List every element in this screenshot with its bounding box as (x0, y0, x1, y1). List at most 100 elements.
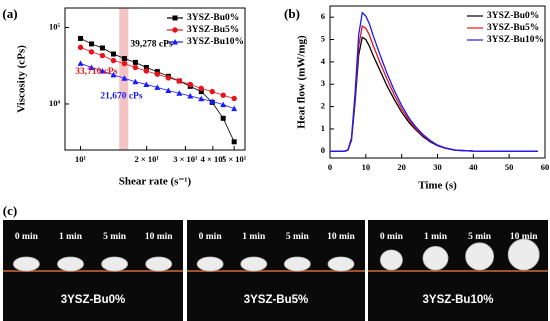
time-label: 1 min (424, 232, 448, 242)
legend-label: 3YSZ-Bu0% (487, 11, 539, 21)
marker (99, 52, 106, 59)
marker (198, 89, 204, 95)
marker (121, 75, 128, 81)
marker (220, 92, 226, 98)
time-label: 0 min (380, 232, 404, 242)
x-axis-label: Shear rate (s⁻¹) (119, 176, 192, 188)
marker (209, 98, 216, 104)
marker (121, 56, 127, 62)
legend-label: 3YSZ-Bu5% (187, 25, 239, 35)
marker (143, 64, 149, 70)
annotation: 39,278 cPs (130, 40, 173, 50)
time-label: 0 min (199, 232, 223, 242)
group-label: 3YSZ-Bu5% (244, 294, 309, 306)
y-axis-label: Viscosity (cPs) (16, 45, 28, 113)
legend-label: 3YSZ-Bu10% (187, 37, 244, 47)
x-axis-label: Time (s) (418, 180, 457, 192)
legend-label: 3YSZ-Bu0% (187, 13, 239, 23)
plot-frame (64, 7, 246, 151)
marker (132, 78, 139, 85)
time-label: 10 min (510, 232, 538, 242)
time-label: 10 min (327, 232, 355, 242)
marker (110, 57, 117, 64)
legend-label: 3YSZ-Bu10% (487, 35, 544, 45)
marker (209, 88, 215, 95)
marker (220, 115, 226, 121)
marker (220, 101, 227, 108)
series-line (330, 36, 538, 152)
series-line (330, 11, 538, 152)
marker (172, 39, 178, 45)
sample-blob (57, 256, 84, 272)
sample-blob (196, 256, 224, 272)
marker (143, 68, 150, 74)
time-label: 5 min (468, 232, 492, 242)
y-tick-label: 1 (321, 123, 325, 133)
y-tick-label: 10⁵ (49, 21, 61, 31)
marker (88, 64, 95, 70)
annotation: 21,670 cPs (100, 91, 143, 101)
marker (77, 44, 84, 51)
sample-blob (379, 249, 403, 271)
marker (77, 60, 84, 66)
marker (231, 139, 237, 145)
x-tick-label: 3 × 10¹ (173, 154, 198, 164)
annotation: 33,710 cPs (75, 67, 118, 77)
time-label: 5 min (286, 232, 310, 242)
y-tick-label: 5 (321, 33, 325, 43)
sample-blob (465, 242, 495, 271)
marker (99, 67, 106, 74)
panel-label: (c) (3, 203, 17, 218)
sample-blob (145, 256, 173, 272)
y-tick-label: 0 (321, 145, 325, 155)
y-tick-label: 10⁴ (49, 98, 61, 108)
sample-blob (507, 238, 540, 271)
sample-blob (240, 256, 268, 272)
x-tick-label: 20 (397, 162, 406, 172)
x-tick-label: 5 × 10¹ (222, 154, 247, 164)
marker (165, 75, 172, 81)
time-label: 1 min (242, 232, 266, 242)
x-tick-label: 4 × 10¹ (201, 154, 226, 164)
x-tick-label: 2 × 10¹ (134, 154, 159, 164)
marker (110, 51, 116, 57)
marker (172, 27, 178, 33)
y-axis-label: Heat flow (mW/mg) (296, 35, 308, 129)
sample-blob (327, 256, 355, 272)
marker (132, 59, 138, 65)
x-tick-label: 40 (469, 162, 478, 172)
marker (78, 35, 84, 41)
marker (176, 90, 183, 96)
panel-label: (b) (284, 6, 300, 21)
time-label: 5 min (103, 232, 127, 242)
marker (187, 81, 193, 88)
marker (187, 93, 194, 99)
x-tick-label: 50 (505, 162, 514, 172)
marker (154, 84, 161, 90)
time-label: 1 min (59, 232, 83, 242)
marker (176, 78, 182, 84)
marker (89, 41, 95, 47)
marker (88, 49, 95, 55)
y-tick-label: 2 (321, 101, 325, 111)
marker (165, 87, 172, 94)
marker (198, 85, 204, 92)
marker (231, 95, 237, 102)
marker (172, 15, 178, 21)
marker (198, 95, 205, 102)
legend-label: 3YSZ-Bu5% (487, 23, 539, 33)
marker (99, 45, 105, 51)
marker (121, 60, 128, 67)
time-label: 0 min (15, 232, 39, 242)
y-tick-label: 6 (321, 11, 325, 21)
sample-blob (101, 256, 128, 272)
marker (154, 71, 161, 77)
time-label: 10 min (145, 232, 173, 242)
x-tick-label: 10 (362, 162, 371, 172)
marker (231, 105, 238, 112)
sample-blob (422, 246, 449, 271)
group-label: 3YSZ-Bu10% (423, 294, 494, 306)
x-tick-label: 30 (433, 162, 442, 172)
